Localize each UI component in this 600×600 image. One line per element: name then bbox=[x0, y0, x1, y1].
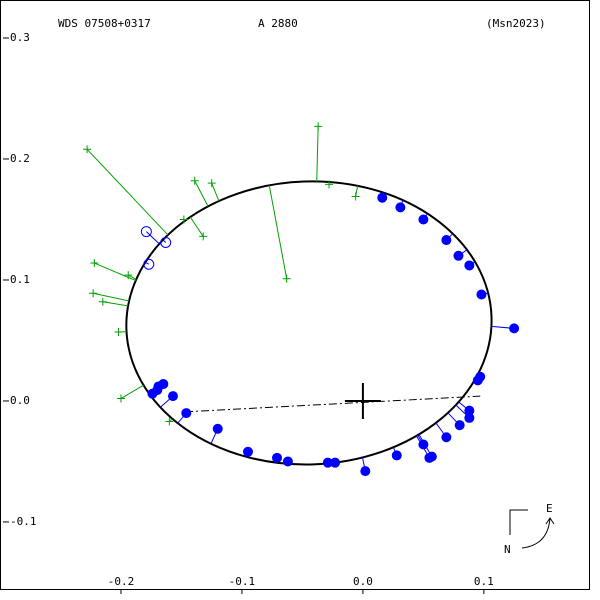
residual-line bbox=[93, 292, 130, 302]
plus-point bbox=[351, 192, 360, 201]
residual-line bbox=[146, 231, 160, 245]
speckle-point bbox=[464, 412, 475, 423]
residual-line bbox=[127, 274, 137, 280]
plus-point bbox=[98, 297, 107, 306]
speckle-point bbox=[441, 235, 452, 246]
plus-point bbox=[114, 328, 123, 337]
speckle-point bbox=[509, 323, 520, 334]
open-point bbox=[143, 258, 155, 270]
source: (Msn2023) bbox=[486, 17, 546, 30]
residual-line bbox=[268, 185, 288, 279]
speckle-point bbox=[424, 452, 435, 463]
chart-subtitle: A 2880 bbox=[258, 17, 298, 30]
plus-point bbox=[116, 394, 125, 403]
plus-point bbox=[190, 176, 199, 185]
speckle-point bbox=[322, 457, 333, 468]
compass-arrows bbox=[509, 509, 528, 535]
plus-point bbox=[124, 271, 133, 280]
speckle-point bbox=[181, 408, 192, 419]
plus-point bbox=[89, 289, 98, 298]
speckle-point bbox=[454, 420, 465, 431]
residual-line bbox=[120, 384, 144, 399]
speckle-point bbox=[464, 405, 475, 416]
line-of-nodes bbox=[185, 395, 481, 413]
speckle-point bbox=[377, 192, 388, 203]
y-tick-label: 0.3 bbox=[10, 31, 30, 44]
speckle-point bbox=[330, 457, 341, 468]
residual-line bbox=[162, 239, 167, 243]
speckle-point bbox=[282, 456, 293, 467]
residual-line bbox=[316, 126, 319, 182]
x-tick-label: 0.1 bbox=[474, 575, 494, 588]
speckle-point bbox=[391, 450, 402, 461]
x-tick-label: -0.2 bbox=[108, 575, 135, 588]
speckle-point bbox=[464, 260, 475, 271]
residual-line bbox=[102, 301, 129, 307]
y-tick-label: 0.0 bbox=[10, 394, 30, 407]
speckle-point bbox=[441, 432, 452, 443]
speckle-point bbox=[272, 452, 283, 463]
speckle-point bbox=[147, 388, 158, 399]
compass-north: N bbox=[504, 543, 511, 556]
frame bbox=[0, 0, 590, 590]
primary-star bbox=[344, 382, 381, 419]
speckle-point bbox=[418, 214, 429, 225]
plus-point bbox=[90, 259, 99, 268]
speckle-point bbox=[472, 375, 483, 386]
x-tick-label: 0.0 bbox=[353, 575, 373, 588]
residual-line bbox=[194, 180, 209, 207]
chart-title: WDS 07508+0317 bbox=[58, 17, 151, 30]
orbit-ellipse bbox=[125, 180, 493, 466]
plus-point bbox=[207, 179, 216, 188]
compass-east: E bbox=[546, 502, 553, 515]
open-point bbox=[140, 226, 152, 238]
plus-point bbox=[325, 180, 334, 189]
speckle-point bbox=[167, 391, 178, 402]
residual-line bbox=[189, 216, 204, 237]
plus-point bbox=[199, 232, 208, 241]
speckle-point bbox=[360, 466, 371, 477]
y-tick-label: -0.1 bbox=[10, 515, 37, 528]
residual-line bbox=[145, 261, 150, 265]
y-tick-label: 0.1 bbox=[10, 273, 30, 286]
speckle-point bbox=[476, 289, 487, 300]
residual-line bbox=[86, 148, 169, 236]
speckle-point bbox=[242, 446, 253, 457]
open-point bbox=[160, 236, 172, 248]
x-tick-label: -0.1 bbox=[229, 575, 256, 588]
plus-point bbox=[179, 215, 188, 224]
plus-point bbox=[282, 274, 291, 283]
speckle-point bbox=[453, 250, 464, 261]
speckle-point bbox=[212, 423, 223, 434]
compass-arc bbox=[521, 517, 555, 549]
residual-line bbox=[211, 182, 220, 202]
plus-point bbox=[165, 417, 174, 426]
plus-point bbox=[314, 122, 323, 131]
speckle-point bbox=[395, 202, 406, 213]
residual-line bbox=[94, 262, 136, 282]
y-tick-label: 0.2 bbox=[10, 152, 30, 165]
plus-point bbox=[83, 145, 92, 154]
